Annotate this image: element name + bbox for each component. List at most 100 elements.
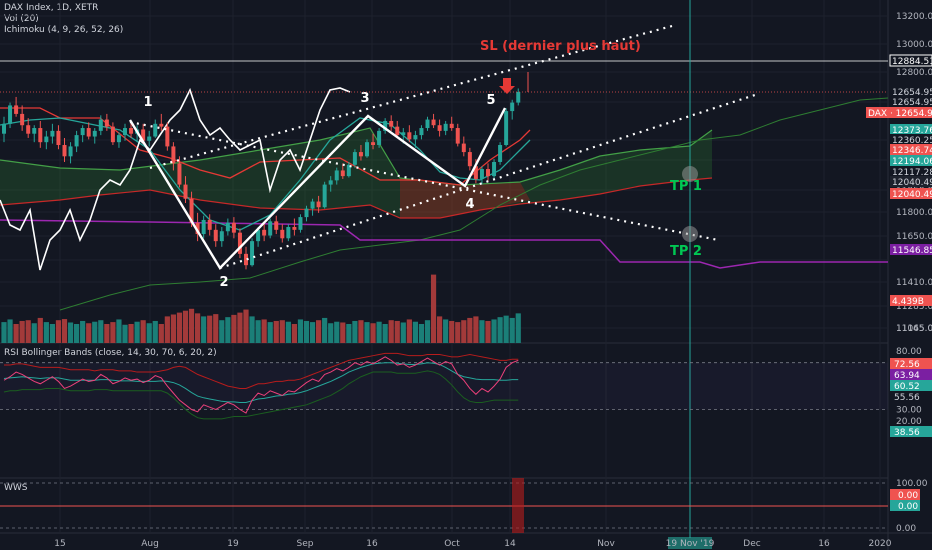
senkou-b-line	[0, 177, 713, 219]
candle-body	[365, 142, 369, 157]
candle-body	[292, 227, 297, 230]
volume-bar	[249, 316, 255, 343]
arrow-down-icon	[499, 78, 515, 94]
volume-bar	[1, 322, 7, 343]
price-label-bg	[889, 54, 932, 67]
volume-legend[interactable]: Vol (20)	[4, 14, 39, 24]
symbol-title[interactable]: DAX Index, 1D, XETR	[4, 3, 99, 13]
candle-body	[352, 152, 357, 165]
candle-body	[147, 136, 152, 141]
price-label: 11546.85	[892, 246, 932, 256]
volume-bar	[13, 324, 19, 343]
candle-body	[437, 125, 442, 131]
volume-bar	[328, 323, 334, 343]
volume-bar	[61, 319, 68, 343]
tp1-label: TP 1	[670, 179, 702, 194]
candle-body	[225, 222, 230, 232]
volume-bar	[158, 324, 164, 343]
price-axis-tick: 11285.00	[896, 302, 932, 312]
volume-bar	[297, 319, 304, 343]
candle-body	[256, 229, 261, 242]
volume-bar	[25, 320, 31, 343]
volume-bar	[334, 321, 340, 343]
rsi-legend[interactable]: RSI Bollinger Bands (close, 14, 30, 70, …	[4, 348, 217, 358]
volume-bar	[134, 321, 140, 343]
candle-body	[274, 221, 279, 230]
volume-bar	[231, 314, 237, 343]
wws-legend[interactable]: WWS	[4, 483, 28, 493]
price-axis-tick: 13000.00	[896, 40, 932, 50]
candle-body	[74, 135, 79, 147]
candle-body	[159, 123, 164, 127]
price-label-bg	[866, 107, 932, 118]
candle-body	[340, 170, 345, 177]
volume-bar	[503, 315, 509, 343]
volume-bar	[376, 321, 382, 343]
volume-bar	[509, 317, 515, 343]
volume-bar	[455, 322, 461, 343]
candle-body	[383, 120, 388, 131]
candle-body	[510, 102, 515, 112]
volume-bar	[55, 320, 62, 343]
candle-body	[479, 169, 484, 179]
volume-bar	[424, 320, 431, 343]
volume-bar	[364, 322, 370, 343]
volume-bar	[19, 320, 25, 343]
time-axis-tick: 16	[818, 539, 830, 549]
time-axis-tick: 15	[54, 539, 65, 549]
volume-bar	[467, 317, 473, 343]
volume-bar	[201, 316, 207, 343]
legend-main: DAX Index, 1D, XETR Vol (20) Ichimoku (4…	[4, 3, 123, 36]
price-label-bg	[890, 166, 932, 177]
candle-body	[310, 201, 315, 209]
time-axis-tick: Oct	[444, 539, 460, 549]
volume-bar	[207, 315, 213, 343]
ichimoku-legend[interactable]: Ichimoku (4, 9, 26, 52, 26)	[4, 25, 124, 35]
candle-body	[322, 184, 327, 208]
ichimoku-cloud-bear	[400, 178, 530, 218]
wws-label-bg	[890, 500, 920, 511]
wave-label-1: 1	[143, 95, 152, 110]
candle-body	[461, 143, 466, 153]
rsi-label-bg	[890, 391, 932, 402]
date-cursor-label: 19 Nov '19	[666, 539, 715, 549]
candle-body	[92, 130, 97, 137]
rsi-band-fill	[0, 362, 888, 410]
price-label-bg	[890, 124, 932, 135]
time-axis-tick: Nov	[597, 539, 615, 549]
price-axis-tick: 11045.00	[896, 324, 932, 334]
time-axis-tick: 19	[227, 539, 239, 549]
price-label-bg	[890, 86, 932, 97]
candle-body	[189, 198, 194, 223]
candle-body	[213, 229, 218, 242]
candle-body	[401, 132, 406, 136]
price-label: DAX · 12654.95	[868, 109, 932, 119]
price-label: 12346.74	[892, 146, 932, 156]
volume-bar	[92, 321, 98, 343]
rsi-axis-tick: 20.00	[896, 417, 922, 427]
candle-body	[504, 111, 509, 146]
candle-body	[498, 145, 503, 162]
rsi-label-bg	[890, 369, 932, 380]
candle-body	[250, 241, 255, 266]
volume-bar	[316, 320, 322, 343]
volume-bar	[37, 317, 43, 343]
volume-bar	[80, 320, 86, 343]
volume-bar	[104, 324, 110, 343]
volume-bar	[352, 320, 358, 343]
volume-bar	[267, 322, 273, 343]
volume-bar	[74, 324, 80, 343]
volume-bar	[255, 320, 261, 343]
candle-body	[316, 201, 321, 208]
candle-body	[389, 120, 394, 127]
rsi-label: 38.56	[894, 428, 920, 438]
candle-body	[171, 146, 176, 164]
candle-body	[32, 128, 37, 134]
price-axis-tick: 13200.00	[896, 12, 932, 22]
time-axis-tick: 2020	[869, 539, 892, 549]
time-axis-tick: Dec	[743, 539, 760, 549]
volume-bar	[309, 322, 316, 343]
candle-body	[304, 208, 309, 218]
volume-bar	[237, 312, 243, 343]
